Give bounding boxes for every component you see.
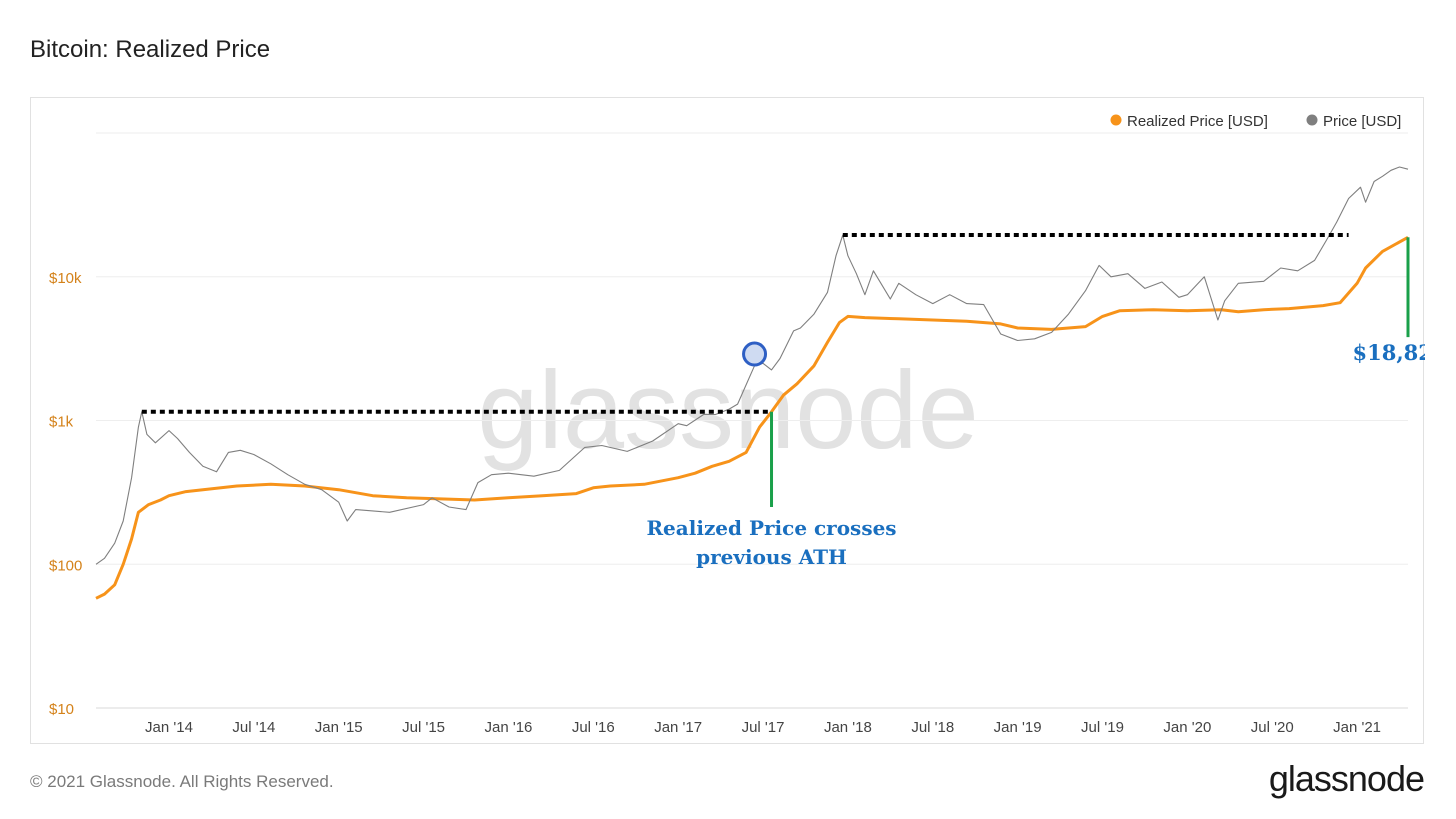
x-tick-label: Jan '16: [484, 719, 532, 736]
x-tick-label: Jul '18: [911, 719, 954, 736]
chart-panel: glassnode $10 $100 $1k $10k Jan '14 Jul '14 Jan…: [30, 97, 1425, 744]
legend-label: Realized Price [USD]: [1127, 113, 1268, 130]
y-tick-label: $10: [49, 701, 74, 718]
series-line-price: [95, 166, 1409, 565]
y-tick-label: $100: [49, 557, 82, 574]
legend-label: Price [USD]: [1323, 113, 1401, 130]
x-tick-label: Jul '16: [572, 719, 615, 736]
x-tick-label: Jul '17: [742, 719, 785, 736]
legend-marker: [1306, 114, 1318, 126]
legend-marker: [1110, 114, 1122, 126]
x-tick-label: Jan '20: [1163, 719, 1211, 736]
series-line-realized-price: [95, 235, 1409, 600]
x-tick-label: Jul '20: [1251, 719, 1294, 736]
y-tick-label: $10k: [49, 270, 82, 287]
y-tick-label: $1k: [49, 414, 74, 431]
x-tick-label: Jan '18: [824, 719, 872, 736]
highlight-circle-marker: [742, 341, 768, 367]
x-tick-label: Jul '15: [402, 719, 445, 736]
realized-value-annotation-text: $18,824: [1353, 340, 1425, 365]
ath-cross-annotation-text: Realized Price crosses: [646, 516, 896, 540]
ath-cross-annotation-text: previous ATH: [696, 545, 847, 569]
x-tick-label: Jan '17: [654, 719, 702, 736]
copyright-text: © 2021 Glassnode. All Rights Reserved.: [30, 772, 334, 791]
brand-logo: glassnode: [1268, 758, 1425, 799]
x-tick-label: Jan '15: [315, 719, 363, 736]
x-tick-label: Jan '14: [145, 719, 193, 736]
x-tick-label: Jan '19: [994, 719, 1042, 736]
x-tick-label: Jul '19: [1081, 719, 1124, 736]
page-title: Bitcoin: Realized Price: [30, 36, 271, 63]
x-tick-label: Jul '14: [232, 719, 275, 736]
x-tick-label: Jan '21: [1333, 719, 1381, 736]
